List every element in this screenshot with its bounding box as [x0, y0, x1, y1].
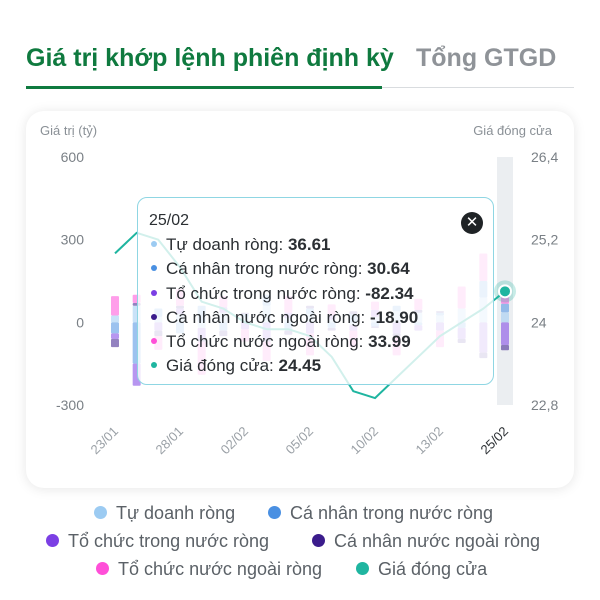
right-tick-label: 25,2: [531, 232, 558, 248]
legend-label: Cá nhân nước ngoài ròng: [334, 531, 540, 551]
bar-segment: [111, 322, 119, 334]
tooltip-label: Cá nhân nước ngoài ròng:: [166, 308, 370, 327]
active-tab-indicator: [26, 86, 382, 89]
tooltip-label: Cá nhân trong nước ròng:: [166, 259, 368, 278]
close-icon[interactable]: ✕: [461, 212, 483, 234]
tooltip-row-ca-nhan-nuoc-ngoai: Cá nhân nước ngoài ròng: -18.90: [151, 308, 418, 328]
legend-dot-icon: [96, 561, 109, 575]
legend-item-tu-doanh[interactable]: Tự doanh ròng: [94, 503, 235, 524]
tab-divider: [382, 87, 574, 88]
chart-tooltip: 25/02 ✕ Tự doanh ròng: 36.61 Cá nhân tro…: [137, 197, 494, 385]
left-tick-label: 600: [61, 149, 85, 165]
right-tick-label: 24: [531, 314, 547, 330]
tooltip-value: 24.45: [278, 356, 322, 375]
tu-doanh-dot-icon: [151, 240, 157, 247]
tooltip-value: 33.99: [368, 332, 411, 351]
tab-bar: Giá trị khớp lệnh phiên định kỳ Tổng GTG…: [0, 0, 600, 92]
x-tick-label: 02/02: [218, 424, 252, 458]
gia-dong-cua-dot-icon: [151, 361, 157, 368]
legend-dot-icon: [268, 505, 281, 519]
legend-label: Giá đóng cửa: [378, 559, 488, 579]
bar-segment: [501, 322, 509, 346]
ca-nhan-nuoc-ngoai-dot-icon: [151, 313, 157, 320]
tooltip-value: -18.90: [370, 308, 419, 327]
legend-label: Tự doanh ròng: [116, 503, 236, 523]
x-tick-label: 25/02: [478, 424, 512, 458]
right-axis-title: Giá đóng cửa: [473, 123, 553, 138]
tab-total-trading-value[interactable]: Tổng GTGD: [416, 44, 557, 72]
x-tick-label: 10/02: [348, 424, 382, 458]
bar-segment: [501, 345, 509, 351]
legend-item-ca-nhan-trong-nuoc[interactable]: Cá nhân trong nước ròng: [268, 503, 493, 524]
bar-segment: [111, 333, 119, 339]
legend-label: Tổ chức trong nước ròng: [68, 531, 269, 551]
x-tick-label: 13/02: [413, 424, 447, 458]
bar-segment: [501, 312, 509, 323]
x-tick-label: 05/02: [283, 424, 317, 458]
tooltip-value: 30.64: [367, 259, 410, 278]
tooltip-row-tu-doanh: Tự doanh ròng: 36.61: [151, 235, 331, 255]
left-tick-label: 300: [61, 232, 85, 248]
legend-dot-icon: [94, 505, 107, 519]
bar-segment: [111, 338, 119, 348]
right-tick-label: 22,8: [531, 397, 558, 413]
tooltip-value: -82.34: [365, 284, 414, 303]
x-tick-label: 28/01: [153, 424, 187, 458]
to-chuc-nuoc-ngoai-dot-icon: [151, 337, 157, 344]
left-tick-label: 0: [76, 314, 84, 330]
tooltip-label: Tổ chức nước ngoài ròng:: [166, 332, 369, 351]
legend-item-to-chuc-trong-nuoc[interactable]: Tổ chức trong nước ròng: [46, 531, 269, 552]
legend-label: Cá nhân trong nước ròng: [290, 503, 493, 523]
x-tick-label: 23/01: [88, 424, 122, 458]
ca-nhan-trong-nuoc-dot-icon: [151, 264, 157, 271]
legend-item-ca-nhan-nuoc-ngoai[interactable]: Cá nhân nước ngoài ròng: [312, 531, 540, 552]
tooltip-row-to-chuc-nuoc-ngoai: Tổ chức nước ngoài ròng: 33.99: [151, 332, 411, 352]
bar-segment: [111, 296, 119, 316]
right-tick-label: 26,4: [531, 149, 558, 165]
tooltip-row-ca-nhan-trong-nuoc: Cá nhân trong nước ròng: 30.64: [151, 259, 410, 279]
bar-segment: [501, 303, 509, 313]
tooltip-label: Tổ chức trong nước ròng:: [166, 284, 366, 303]
legend-label: Tổ chức nước ngoài ròng: [118, 559, 323, 579]
bar-segment: [111, 315, 119, 323]
tooltip-label: Tự doanh ròng:: [166, 235, 288, 254]
tooltip-date: 25/02: [149, 212, 190, 229]
left-tick-label: -300: [56, 397, 84, 413]
close-price-marker: [498, 284, 512, 299]
tooltip-value: 36.61: [287, 235, 331, 254]
legend-item-to-chuc-nuoc-ngoai[interactable]: Tổ chức nước ngoài ròng: [96, 559, 322, 580]
tooltip-row-gia-dong-cua: Giá đóng cửa: 24.45: [151, 356, 321, 376]
tab-periodic-matching-value[interactable]: Giá trị khớp lệnh phiên định kỳ: [26, 44, 394, 72]
legend-dot-icon: [312, 533, 325, 547]
chart-legend: Tự doanh ròng Cá nhân trong nước ròng Tổ…: [0, 497, 600, 597]
tooltip-row-to-chuc-trong-nuoc: Tổ chức trong nước ròng: -82.34: [151, 284, 413, 304]
legend-item-gia-dong-cua[interactable]: Giá đóng cửa: [356, 559, 487, 580]
to-chuc-trong-nuoc-dot-icon: [151, 289, 157, 296]
left-axis-title: Giá trị (tỷ): [40, 123, 97, 138]
legend-dot-icon: [46, 533, 59, 547]
legend-dot-icon: [356, 561, 369, 575]
tooltip-label: Giá đóng cửa:: [166, 356, 279, 375]
